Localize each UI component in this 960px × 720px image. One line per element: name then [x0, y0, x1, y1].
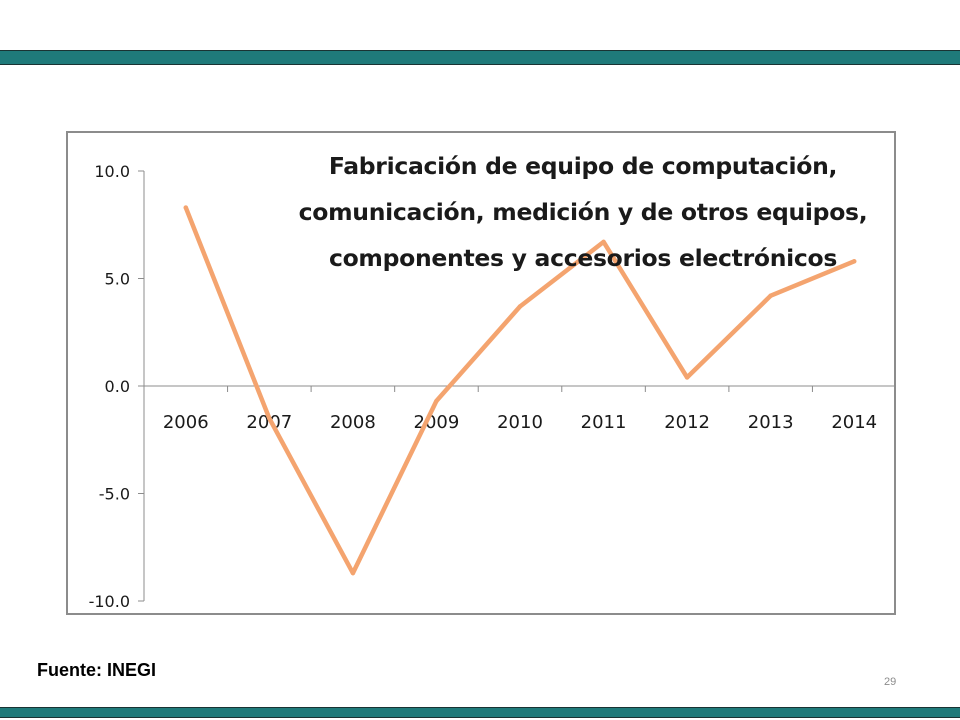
- x-tick-label: 2011: [581, 412, 627, 433]
- data-point: [434, 398, 439, 404]
- x-tick-label: 2012: [664, 412, 710, 433]
- y-tick-label: -5.0: [99, 485, 130, 504]
- data-point: [350, 570, 356, 576]
- chart-frame: 10.0 5.0 0.0 -5.0 -10.0 2006 2007 2008 2009 2010 2…: [66, 131, 896, 615]
- chart-title: Fabricación de equipo de computación, co…: [218, 143, 948, 281]
- data-point: [768, 293, 773, 298]
- y-tick-label: 5.0: [105, 270, 130, 289]
- data-point: [267, 416, 272, 421]
- y-tick-label: 0.0: [105, 377, 130, 396]
- y-tick-label: 10.0: [94, 162, 130, 181]
- x-tick-label: 2014: [831, 412, 877, 433]
- chart-title-line-1: Fabricación de equipo de computación,: [328, 152, 838, 180]
- x-tick-label: 2008: [330, 412, 376, 433]
- data-point: [183, 205, 188, 210]
- bottom-accent-band: [0, 707, 960, 718]
- chart-title-line-3: componentes y accesorios electrónicos: [328, 244, 838, 272]
- top-accent-band: [0, 50, 960, 65]
- y-tick-label: -10.0: [89, 592, 130, 611]
- page-number: 29: [884, 676, 897, 688]
- source-label: Fuente: INEGI: [37, 660, 157, 680]
- x-tick-label: 2010: [497, 412, 543, 433]
- data-point: [684, 375, 690, 380]
- chart-title-line-2: comunicación, medición y de otros equipo…: [298, 198, 868, 226]
- x-tick-label: 2013: [748, 412, 794, 433]
- x-tick-label: 2006: [163, 412, 209, 433]
- data-point: [852, 259, 857, 264]
- data-point: [517, 304, 523, 309]
- data-point: [601, 239, 606, 245]
